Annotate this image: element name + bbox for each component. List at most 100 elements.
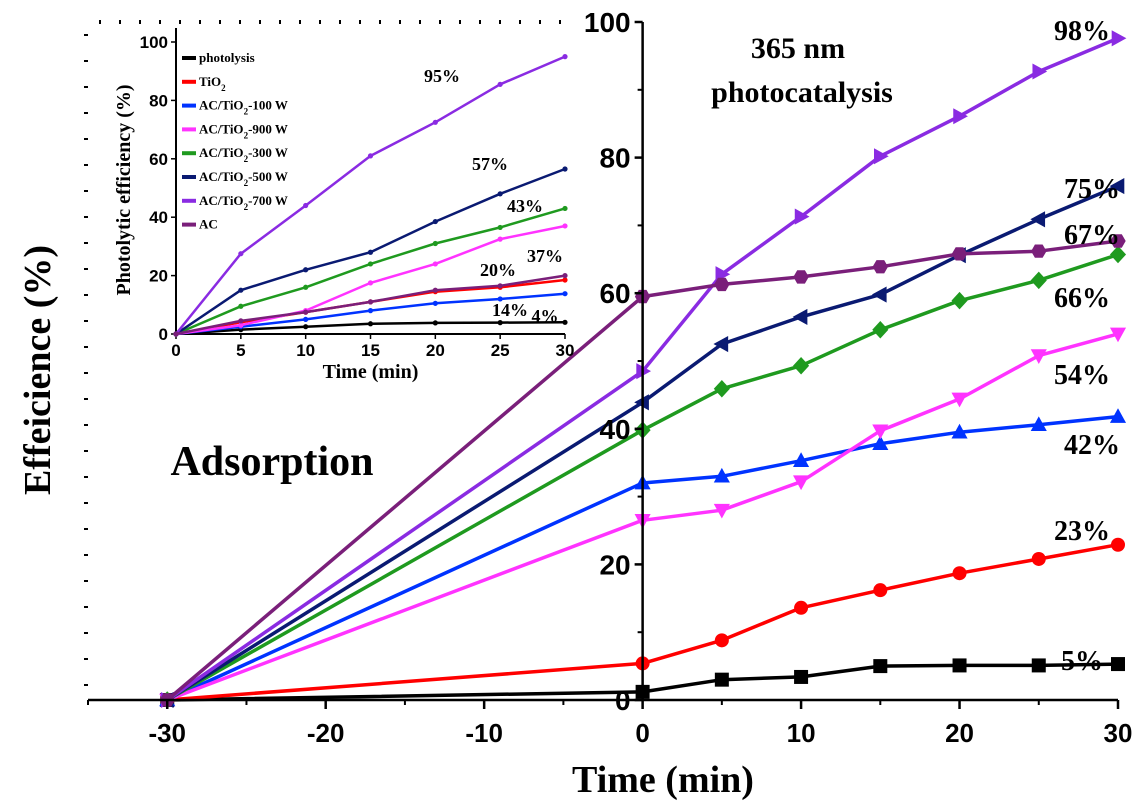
inset-data-point [303,324,309,330]
data-point [1111,30,1127,47]
inset-x-tick-label: 25 [491,341,510,360]
inset-end-label: 4% [532,306,559,326]
data-point [794,208,810,225]
data-point [951,392,968,408]
main-plot-text: Time (min) Effeicience (%) 365 nm photocata… [17,16,1120,801]
inset-y-tick-label: 20 [149,267,168,286]
data-point [793,270,809,284]
inset-data-point [367,249,374,255]
data-point [1109,178,1125,195]
data-point [714,277,730,292]
inset-data-point [432,119,438,125]
data-point [872,435,889,451]
y-tick-label: 60 [599,278,630,309]
inset-y-tick-label: 80 [149,91,168,110]
inset-data-point [497,81,503,87]
series-line-0 [167,662,1119,702]
data-point [951,247,968,261]
inset-data-point [432,240,438,247]
data-point [871,286,887,303]
inset-data-point [367,299,374,305]
inset-data-point [303,284,309,290]
inset-data-point [238,318,244,324]
inset-x-tick-label: 15 [361,341,380,360]
series-line-6 [166,36,1119,702]
legend-entry: TiO2 [199,74,226,93]
data-point [952,658,967,673]
inset-end-label: 37% [527,246,563,266]
annotation-photocatalysis: photocatalysis [711,76,893,109]
inset-data-point [562,277,568,283]
annotation-adsorption: Adsorption [170,439,373,485]
inset-end-label: 20% [480,260,516,280]
inset-x-axis-title: Time (min) [323,361,419,383]
legend-entry: AC/TiO2-100 W [199,98,288,117]
inset-y-tick-label: 0 [159,325,168,344]
data-point [792,308,808,325]
series-end-label: 23% [1054,516,1110,547]
y-tick-label: 0 [615,685,631,716]
inset-data-point [367,153,374,159]
inset-data-point [367,308,374,314]
data-point [1109,408,1127,423]
inset-data-point [303,316,309,322]
inset-data-point [562,54,568,60]
data-point [1109,245,1127,264]
inset-data-point [173,331,179,337]
data-point [714,672,729,687]
data-point [872,424,889,440]
inset-data-point [367,261,374,267]
inset-end-label: 14% [492,300,528,320]
annotation-wavelength: 365 nm [751,32,845,65]
inset-data-point [497,236,503,242]
inset-y-axis-title: Photolytic efficiency (%) [113,84,135,295]
series-line-1 [167,542,1119,702]
data-point [713,336,729,353]
x-tick-label: -10 [465,718,503,748]
series-line-7 [166,239,1119,702]
legend-entry: AC [199,217,218,232]
legend-entry: AC/TiO2-500 W [199,169,288,188]
inset-data-point [238,303,244,309]
data-point [713,467,730,483]
inset-data-point [367,321,374,327]
legend-entry: AC/TiO2-900 W [199,121,288,140]
inset-data-point [238,251,244,257]
data-point [1109,327,1127,343]
inset-data-point [432,300,438,306]
inset-x-tick-label: 5 [236,341,245,360]
main-plot-decor [84,20,561,686]
inset-data-point [432,261,438,267]
inset-data-point [562,166,568,172]
data-point [793,452,810,467]
inset-data-point [367,280,374,286]
series-end-label: 75% [1064,174,1120,205]
data-point [1032,63,1048,80]
x-tick-label: 30 [1104,718,1133,748]
legend-entry: AC/TiO2-700 W [199,193,288,212]
data-point [873,659,888,674]
inset-data-point [562,205,568,212]
data-point [872,260,888,274]
data-point [713,503,730,519]
series-line-2 [166,414,1119,702]
inset-data-point [497,296,503,302]
series-end-label: 66% [1054,283,1110,314]
x-tick-label: 0 [635,718,649,748]
y-tick-label: 40 [599,414,630,445]
inset-data-point [238,287,244,293]
data-point [1030,416,1047,432]
data-point [1031,658,1046,673]
data-point [872,321,889,339]
data-point [873,583,888,598]
data-point [1030,271,1047,290]
data-point [1111,657,1125,672]
data-point [713,380,730,398]
data-point [793,475,810,491]
inset-x-tick-label: 0 [171,341,180,360]
series-end-label: 54% [1054,360,1110,391]
inset-data-point [497,283,503,289]
inset-x-tick-label: 20 [426,341,445,360]
